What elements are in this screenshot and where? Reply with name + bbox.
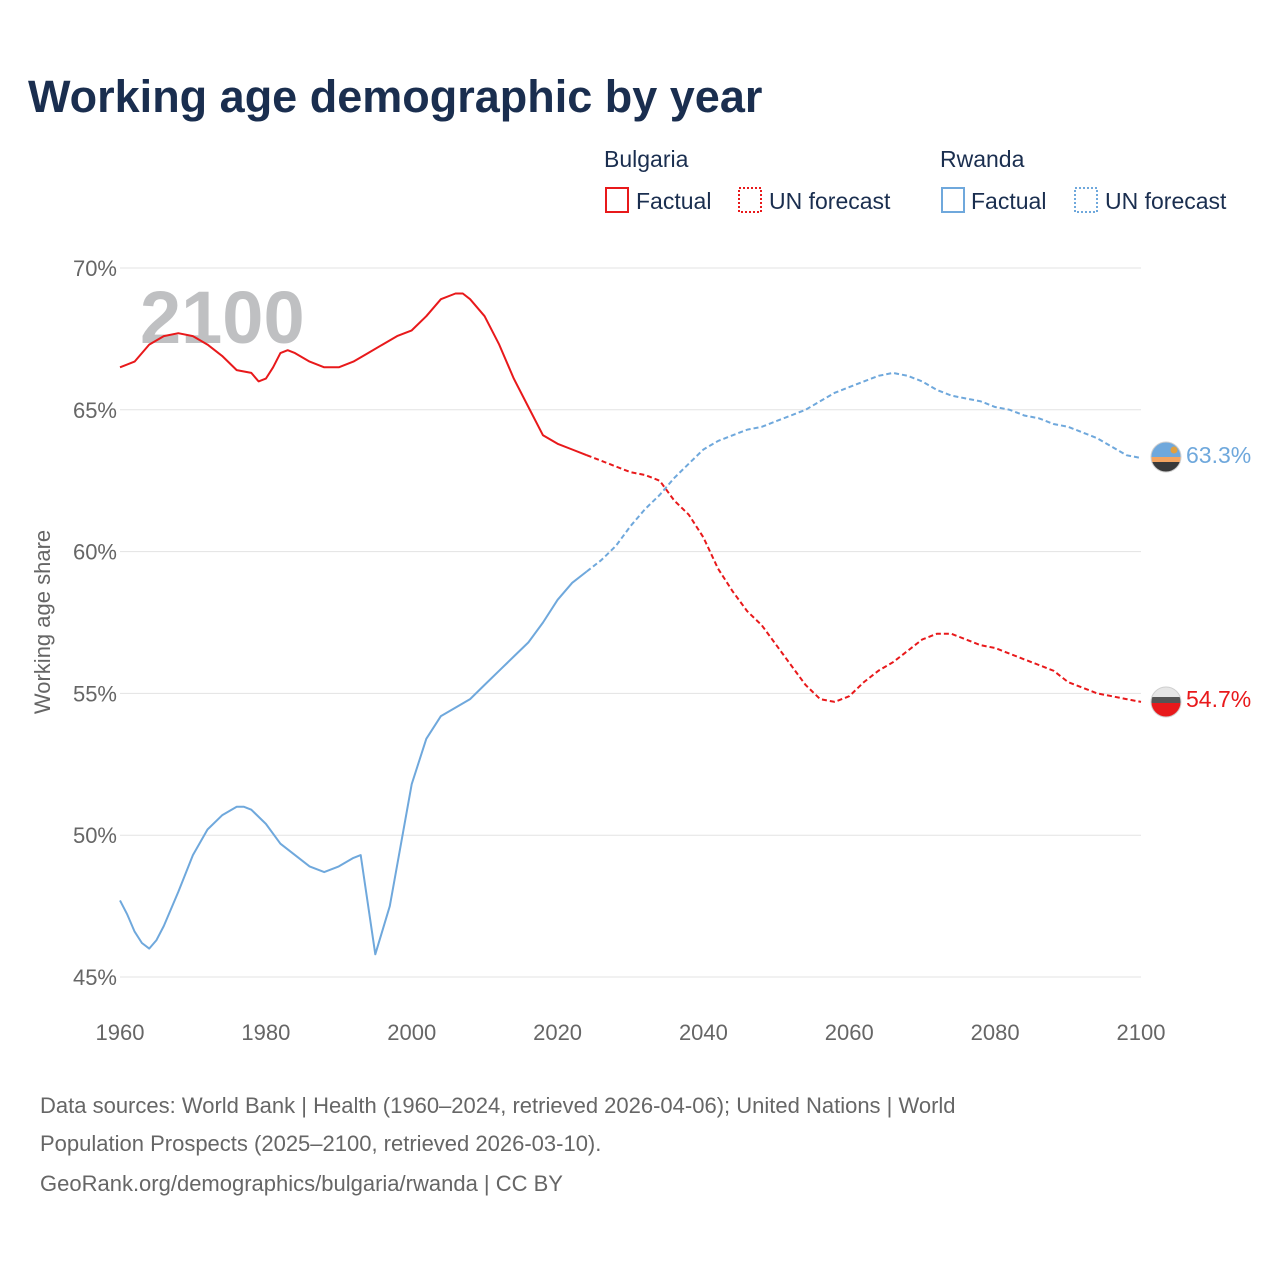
x-axis-ticks: 1960 1980 2000 2020 2040 2060 2080 2100 xyxy=(96,1020,1166,1045)
y-tick-label: 45% xyxy=(73,965,117,990)
rwanda-end-value: 63.3% xyxy=(1186,442,1251,468)
chart-title: Working age demographic by year xyxy=(28,71,762,122)
x-tick-label: 2060 xyxy=(825,1020,874,1045)
legend-label-rwanda-forecast: UN forecast xyxy=(1105,188,1227,214)
legend-swatch-bulgaria-factual xyxy=(605,187,629,213)
legend-heading-bulgaria: Bulgaria xyxy=(604,146,689,172)
x-tick-label: 1960 xyxy=(96,1020,145,1045)
y-axis-ticks: 45% 50% 55% 60% 65% 70% xyxy=(73,256,117,990)
bulgaria-factual-line xyxy=(119,292,588,457)
rwanda-forecast-line xyxy=(586,371,1142,573)
x-tick-label: 2080 xyxy=(971,1020,1020,1045)
legend: Bulgaria Factual UN forecast Rwanda Fact… xyxy=(604,146,1227,214)
y-tick-label: 60% xyxy=(73,540,117,565)
source-line-1: Data sources: World Bank | Health (1960–… xyxy=(40,1093,956,1118)
x-tick-label: 2040 xyxy=(679,1020,728,1045)
gridlines xyxy=(120,267,1141,978)
rwanda-flag-marker xyxy=(1150,441,1182,473)
x-tick-label: 2020 xyxy=(533,1020,582,1045)
legend-label-rwanda-factual: Factual xyxy=(971,188,1046,214)
y-tick-label: 70% xyxy=(73,256,117,281)
bulgaria-end-value: 54.7% xyxy=(1186,686,1251,712)
x-tick-label: 1980 xyxy=(241,1020,290,1045)
legend-swatch-rwanda-forecast xyxy=(1074,187,1098,213)
rwanda-factual-line xyxy=(119,570,588,956)
legend-swatch-bulgaria-forecast xyxy=(738,187,762,213)
legend-label-bulgaria-factual: Factual xyxy=(636,188,711,214)
legend-swatch-rwanda-factual xyxy=(941,187,965,213)
x-tick-label: 2000 xyxy=(387,1020,436,1045)
x-tick-label: 2100 xyxy=(1117,1020,1166,1045)
y-axis-label: Working age share xyxy=(30,530,55,714)
bulgaria-flag-marker xyxy=(1150,686,1182,718)
year-watermark: 2100 xyxy=(140,276,305,359)
y-tick-label: 55% xyxy=(73,681,117,706)
series-layer xyxy=(119,292,1142,956)
legend-heading-rwanda: Rwanda xyxy=(940,146,1025,172)
legend-label-bulgaria-forecast: UN forecast xyxy=(769,188,891,214)
y-tick-label: 65% xyxy=(73,398,117,423)
source-line-2: Population Prospects (2025–2100, retriev… xyxy=(40,1131,601,1156)
y-tick-label: 50% xyxy=(73,823,117,848)
source-link[interactable]: GeoRank.org/demographics/bulgaria/rwanda… xyxy=(40,1171,563,1196)
bulgaria-forecast-line xyxy=(586,454,1142,703)
